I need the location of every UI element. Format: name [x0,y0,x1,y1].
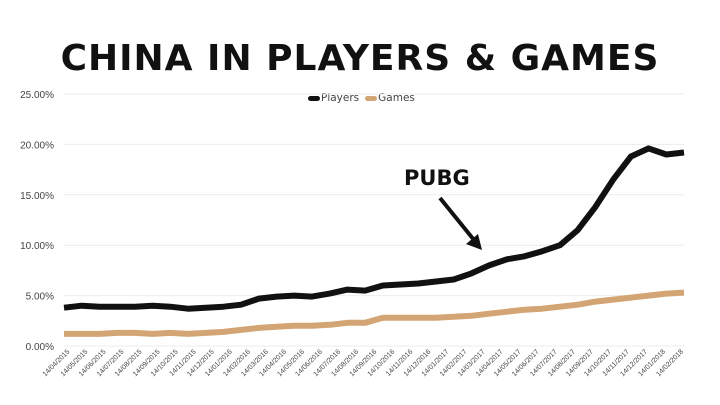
chart-title: CHINA IN PLAYERS & GAMES [60,38,660,79]
legend-swatch-games [365,95,378,101]
pubg-annotation: PUBG [404,166,470,190]
legend: Players Games [308,92,415,104]
x-axis-labels: 14/04/201514/05/201514/06/201514/07/2015… [42,348,685,378]
y-tick-label: 20.00% [20,140,54,151]
legend-item-games: Games [365,92,415,104]
y-tick-label: 5.00% [26,292,54,303]
gridlines [64,93,684,347]
y-tick-label: 0.00% [26,342,54,353]
data-lines [63,145,685,337]
y-tick-label: 15.00% [20,191,54,202]
series-line-games [64,289,685,337]
y-tick-label: 25.00% [20,90,54,101]
legend-item-players: Players [308,92,359,104]
legend-label-players: Players [321,92,360,104]
series-line-players [63,145,685,312]
y-axis-labels: 0.00% 5.00% 10.00% 15.00% 20.00% 25.00% [20,90,54,353]
legend-label-games: Games [378,92,415,104]
arrow-down-right-icon [438,196,482,250]
y-tick-label: 10.00% [20,241,54,252]
legend-swatch-players [308,95,320,101]
